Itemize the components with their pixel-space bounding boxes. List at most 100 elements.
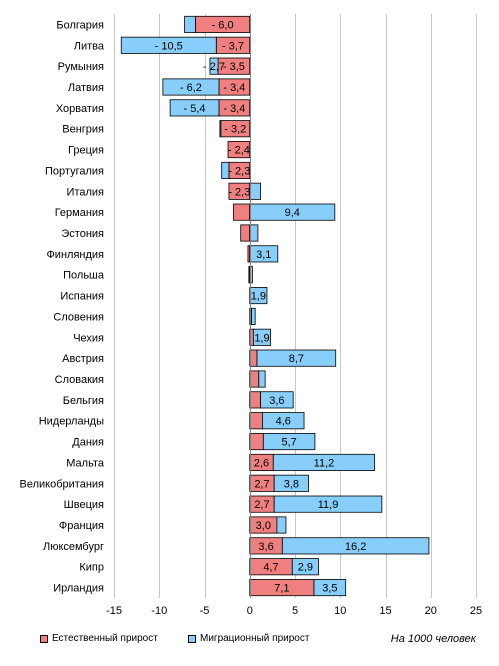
- bar-natural: [249, 370, 260, 388]
- data-label-natural: - 6,0: [212, 19, 234, 31]
- category-label: Австрия: [62, 353, 104, 365]
- data-label-migration: 2,9: [298, 562, 313, 574]
- data-label-natural: - 2,3: [228, 165, 250, 177]
- category-label: Кипр: [79, 562, 104, 574]
- category-label: Латвия: [68, 82, 104, 94]
- data-label-migration: 11,2: [314, 457, 335, 469]
- x-tick-label: 5: [292, 605, 298, 617]
- data-label-migration: 1,9: [251, 291, 266, 303]
- category-label: Польша: [63, 270, 105, 282]
- data-label-migration: 3,1: [256, 249, 271, 261]
- x-tick-label: -15: [106, 605, 122, 617]
- data-label-migration: 3,8: [284, 478, 299, 490]
- bar-migration: [281, 537, 430, 555]
- bar-migration: [251, 307, 256, 325]
- data-label-migration: 9,4: [285, 207, 300, 219]
- bar-migration: [219, 120, 222, 138]
- bar-migration: [184, 15, 196, 33]
- category-label: Мальта: [66, 457, 105, 469]
- category-label: Германия: [55, 207, 104, 219]
- category-label: Словения: [53, 311, 104, 323]
- bar-migration: [273, 474, 309, 492]
- category-label: Литва: [74, 40, 105, 52]
- x-tick-label: -5: [200, 605, 210, 617]
- category-label: Финляндия: [46, 249, 104, 261]
- bar-natural: [233, 203, 251, 221]
- bar-natural: [240, 224, 251, 242]
- bar-migration: [313, 579, 347, 597]
- data-label-migration: - 2,7: [203, 61, 225, 73]
- bar-natural: [249, 433, 264, 451]
- data-label-migration: 16,2: [345, 541, 366, 553]
- data-label-migration: - 5,4: [184, 103, 206, 115]
- category-label: Нидерланды: [39, 416, 104, 428]
- bar-migration: [249, 266, 253, 284]
- category-label: Люксембург: [43, 541, 104, 553]
- category-label: Испания: [60, 291, 104, 303]
- bar-migration: [120, 36, 217, 54]
- legend-label-natural: Естественный прирост: [52, 633, 158, 644]
- category-label: Словакия: [55, 374, 104, 386]
- data-label-natural: 3,6: [258, 541, 273, 553]
- bar-migration: [256, 349, 337, 367]
- data-label-natural: 2,7: [254, 478, 269, 490]
- category-label: Хорватия: [56, 103, 104, 115]
- category-label: Франция: [59, 520, 104, 532]
- data-label-natural: - 2,4: [228, 145, 250, 157]
- bar-migration: [273, 495, 383, 513]
- data-label-natural: - 3,7: [222, 40, 244, 52]
- data-label-natural: - 3,4: [223, 82, 245, 94]
- bar-natural: [249, 391, 262, 409]
- legend-item-natural: Естественный прирост: [40, 633, 158, 644]
- data-label-migration: 1,9: [254, 332, 269, 344]
- data-label-natural: - 2,3: [228, 186, 250, 198]
- legend-label-migration: Миграционный прирост: [200, 633, 310, 644]
- bar-migration: [272, 453, 376, 471]
- x-tick-label: 0: [247, 605, 253, 617]
- bar-migration: [262, 433, 316, 451]
- data-label-migration: 5,7: [281, 437, 296, 449]
- legend-swatch-migration: [188, 634, 196, 643]
- category-label: Чехия: [73, 332, 104, 344]
- data-label-migration: 8,7: [289, 353, 304, 365]
- bar-migration: [249, 287, 268, 305]
- bar-migration: [260, 391, 294, 409]
- data-label-natural: - 3,4: [223, 103, 245, 115]
- x-tick-label: 10: [334, 605, 346, 617]
- x-tick-label: 25: [470, 605, 482, 617]
- data-label-migration: - 10,5: [155, 40, 183, 52]
- category-label: Венгрия: [62, 124, 104, 136]
- bar-migration: [262, 412, 305, 430]
- bar-migration: [169, 99, 220, 117]
- category-label: Румыния: [58, 61, 104, 73]
- category-label: Эстония: [61, 228, 104, 240]
- data-label-natural: 3,0: [256, 520, 271, 532]
- data-label-migration: 11,9: [318, 499, 339, 511]
- bar-migration: [209, 57, 219, 75]
- category-label: Ирландия: [53, 583, 104, 595]
- category-label: Португалия: [45, 165, 104, 177]
- category-label: Швеция: [64, 499, 104, 511]
- data-label-natural: 4,7: [263, 562, 278, 574]
- data-label-migration: 3,6: [269, 395, 284, 407]
- category-label: Дания: [72, 437, 104, 449]
- bar-migration: [249, 182, 262, 200]
- category-label: Италия: [67, 186, 105, 198]
- bar-migration: [249, 224, 259, 242]
- x-tick-label: 15: [379, 605, 391, 617]
- x-tick-label: 20: [425, 605, 437, 617]
- category-label: Великобритания: [20, 478, 105, 490]
- bar-migration: [276, 516, 287, 534]
- bar-migration: [162, 78, 220, 96]
- units-note: На 1000 человек: [390, 633, 476, 645]
- data-label-natural: 2,7: [254, 499, 269, 511]
- bar-natural: [249, 412, 263, 430]
- data-label-migration: - 6,2: [180, 82, 202, 94]
- category-label: Греция: [68, 145, 104, 157]
- legend-item-migration: Миграционный прирост: [188, 633, 309, 644]
- category-label: Болгария: [56, 19, 104, 31]
- bar-migration: [252, 328, 271, 346]
- data-label-natural: - 3,5: [223, 61, 245, 73]
